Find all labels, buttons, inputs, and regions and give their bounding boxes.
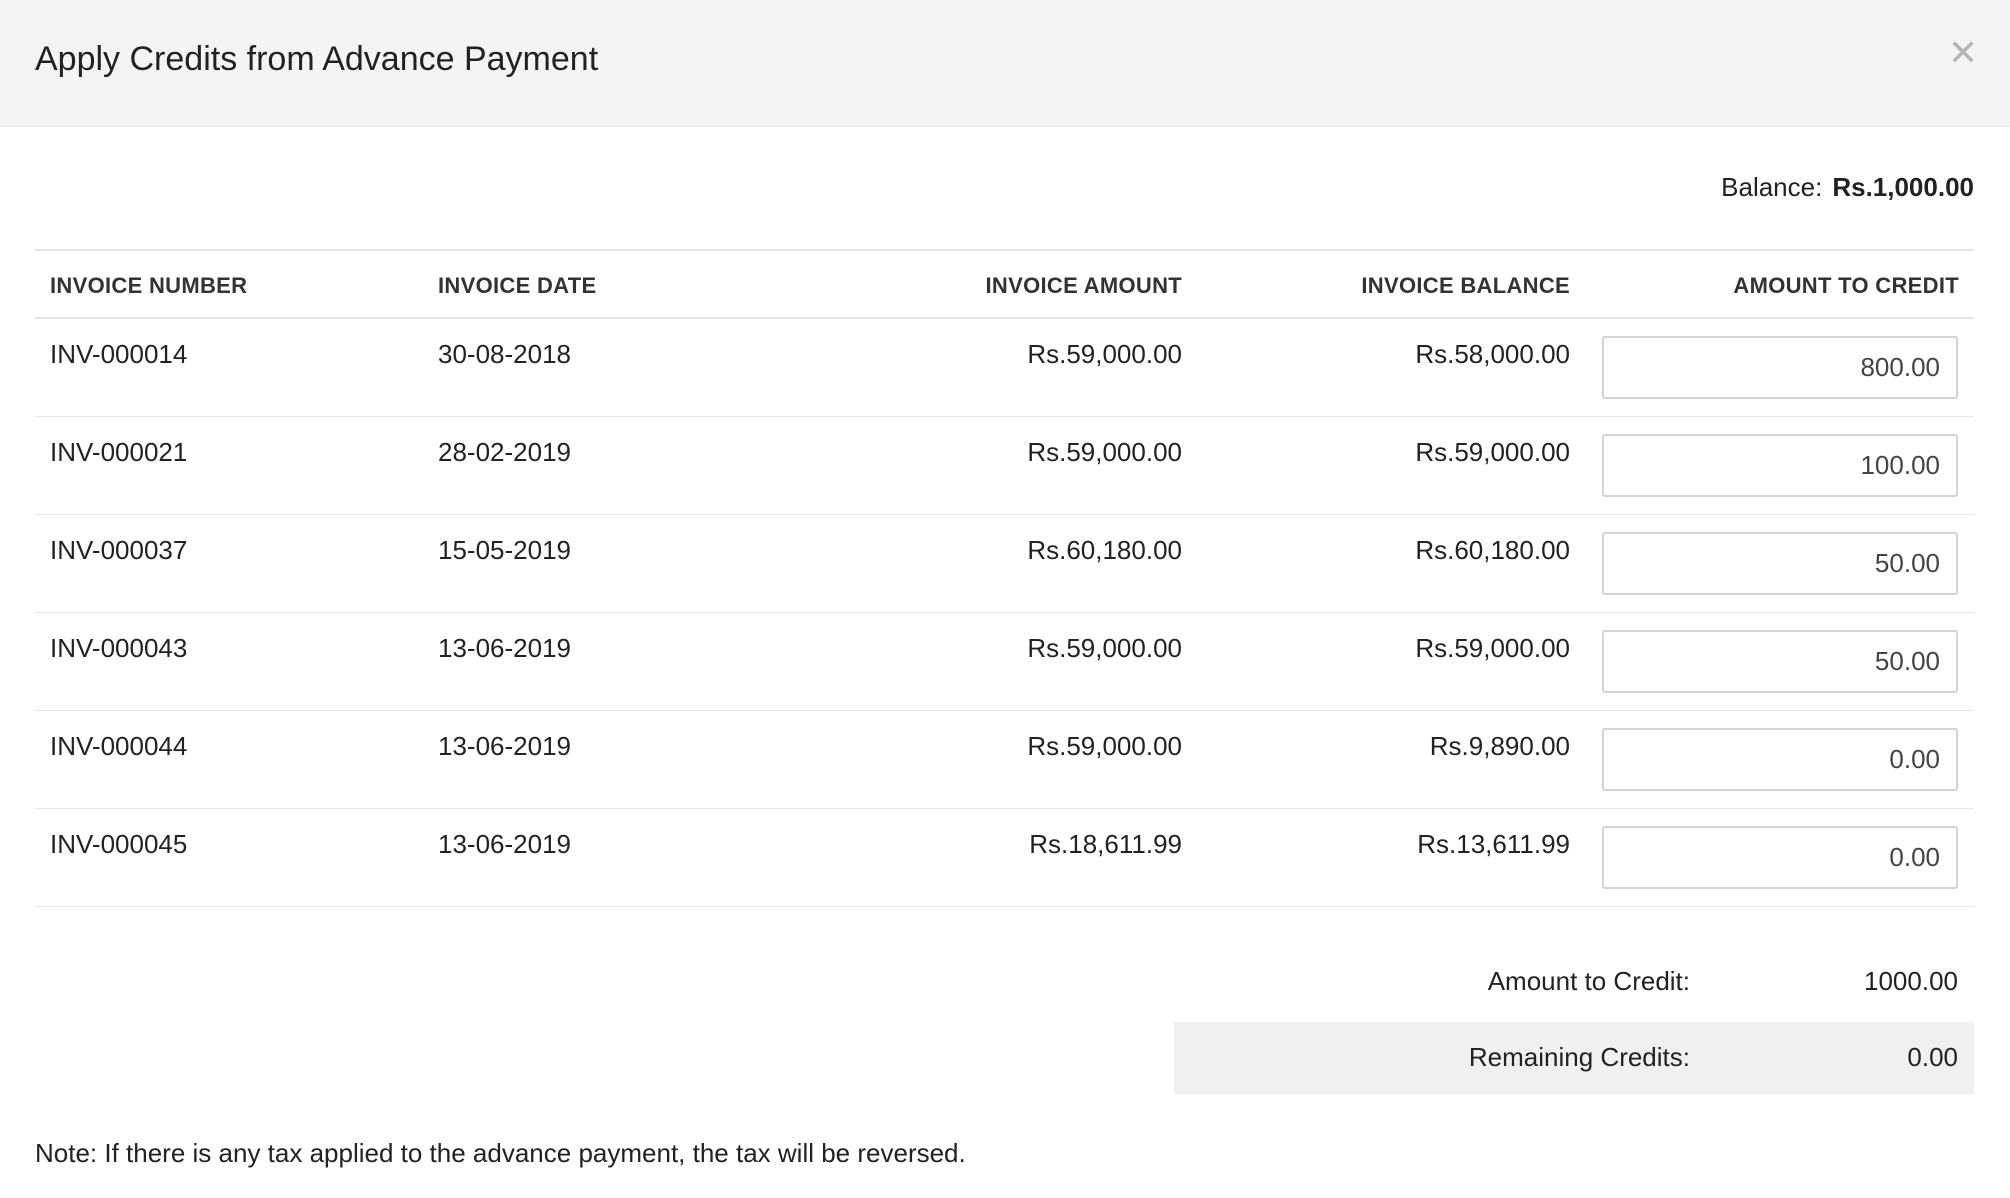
invoice-amount: Rs.18,611.99 [1029, 829, 1182, 859]
table-row: INV-000044 13-06-2019 Rs.59,000.00 Rs.9,… [35, 711, 1974, 809]
invoice-balance: Rs.13,611.99 [1417, 829, 1570, 859]
invoice-amount: Rs.59,000.00 [1027, 339, 1182, 369]
dialog-title: Apply Credits from Advance Payment [35, 40, 599, 78]
invoice-table: INVOICE NUMBER INVOICE DATE INVOICE AMOU… [35, 249, 1974, 907]
remaining-credits-label: Remaining Credits: [1468, 1042, 1690, 1072]
balance: Balance: Rs.1,000.00 [1721, 172, 1974, 203]
table-row: INV-000037 15-05-2019 Rs.60,180.00 Rs.60… [35, 515, 1974, 613]
balance-value: Rs.1,000.00 [1832, 172, 1974, 202]
invoice-balance: Rs.59,000.00 [1415, 633, 1570, 663]
invoice-date: 13-06-2019 [438, 829, 571, 859]
amount-to-credit-input[interactable]: 0.00 [1602, 826, 1958, 889]
table-row: INV-000014 30-08-2018 Rs.59,000.00 Rs.58… [35, 319, 1974, 417]
invoice-balance: Rs.59,000.00 [1415, 437, 1570, 467]
amount-to-credit-input[interactable]: 50.00 [1602, 630, 1958, 693]
invoice-amount: Rs.59,000.00 [1027, 437, 1182, 467]
invoice-number: INV-000037 [50, 535, 188, 565]
amount-to-credit-input[interactable]: 50.00 [1602, 532, 1958, 595]
remaining-credits-value: 0.00 [1907, 1042, 1958, 1072]
invoice-amount: Rs.59,000.00 [1027, 731, 1182, 761]
amount-to-credit-input[interactable]: 0.00 [1602, 728, 1958, 791]
close-icon[interactable]: ✕ [1948, 32, 1979, 73]
table-row: INV-000043 13-06-2019 Rs.59,000.00 Rs.59… [35, 613, 1974, 711]
amount-to-credit-label: Amount to Credit: [1487, 966, 1690, 996]
table-row: INV-000021 28-02-2019 Rs.59,000.00 Rs.59… [35, 417, 1974, 515]
invoice-balance: Rs.60,180.00 [1415, 535, 1570, 565]
header-invoice-balance: INVOICE BALANCE [1361, 273, 1570, 298]
table-header: INVOICE NUMBER INVOICE DATE INVOICE AMOU… [35, 251, 1974, 319]
remaining-credits-box [1174, 1022, 1974, 1094]
amount-to-credit-value: 1000.00 [1864, 966, 1958, 996]
invoice-number: INV-000043 [50, 633, 188, 663]
tax-note: Note: If there is any tax applied to the… [35, 1138, 966, 1168]
invoice-date: 28-02-2019 [438, 437, 571, 467]
invoice-number: INV-000014 [50, 339, 188, 369]
invoice-number: INV-000021 [50, 437, 188, 467]
table-row: INV-000045 13-06-2019 Rs.18,611.99 Rs.13… [35, 809, 1974, 907]
invoice-date: 30-08-2018 [438, 339, 571, 369]
invoice-date: 13-06-2019 [438, 633, 571, 663]
amount-to-credit-input[interactable]: 800.00 [1602, 336, 1958, 399]
amount-to-credit-input[interactable]: 100.00 [1602, 434, 1958, 497]
invoice-number: INV-000044 [50, 731, 188, 761]
invoice-balance: Rs.9,890.00 [1429, 731, 1570, 761]
invoice-balance: Rs.58,000.00 [1415, 339, 1570, 369]
header-invoice-date: INVOICE DATE [438, 273, 597, 298]
header-invoice-number: INVOICE NUMBER [50, 273, 248, 298]
invoice-amount: Rs.60,180.00 [1027, 535, 1182, 565]
invoice-date: 13-06-2019 [438, 731, 571, 761]
dialog-header: Apply Credits from Advance Payment ✕ [0, 0, 2010, 127]
invoice-number: INV-000045 [50, 829, 188, 859]
invoice-date: 15-05-2019 [438, 535, 571, 565]
header-invoice-amount: INVOICE AMOUNT [985, 273, 1182, 298]
invoice-amount: Rs.59,000.00 [1027, 633, 1182, 663]
header-amount-to-credit: AMOUNT TO CREDIT [1733, 273, 1959, 298]
balance-label: Balance: [1721, 172, 1823, 202]
